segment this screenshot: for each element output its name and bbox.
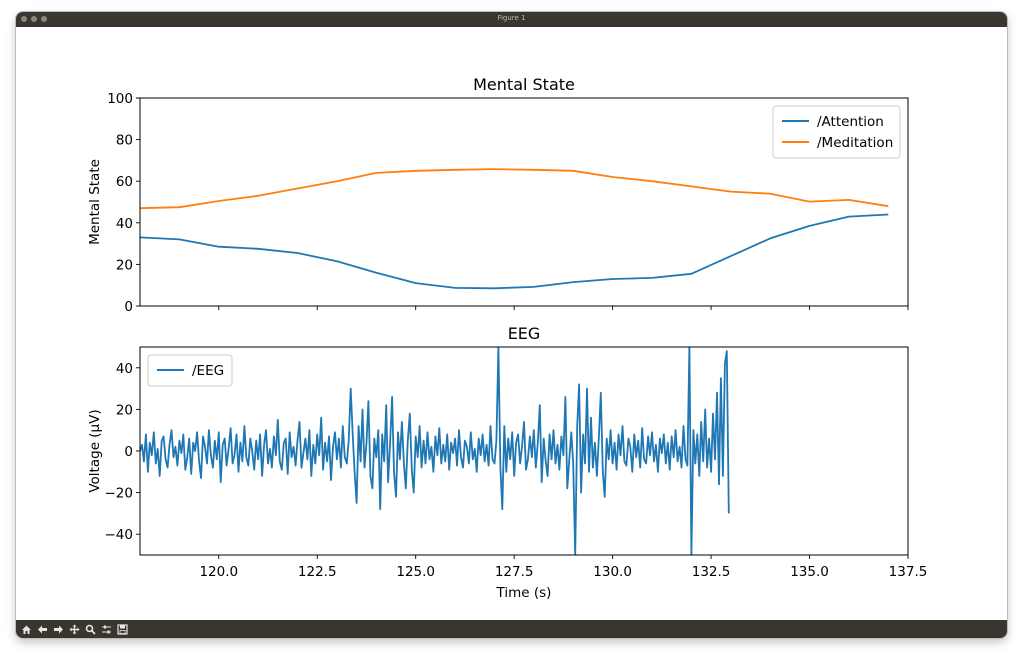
legend-label: /EEG bbox=[192, 363, 224, 379]
x-tick-label: 135.0 bbox=[790, 564, 829, 580]
x-tick-label: 120.0 bbox=[199, 564, 238, 580]
pan-icon[interactable] bbox=[68, 623, 81, 636]
configure-subplots-icon[interactable] bbox=[100, 623, 113, 636]
axes-frame bbox=[139, 97, 909, 307]
y-tick-label: −40 bbox=[105, 527, 134, 543]
chart-title: EEG bbox=[508, 324, 541, 343]
x-tick-label: 127.5 bbox=[495, 564, 534, 580]
window-title: Figure 1 bbox=[497, 14, 526, 22]
x-axis-label: Time (s) bbox=[496, 585, 552, 601]
x-tick-label: 130.0 bbox=[593, 564, 632, 580]
y-tick-label: 0 bbox=[124, 444, 133, 460]
back-arrow-icon[interactable] bbox=[36, 623, 49, 636]
y-tick-label: 20 bbox=[116, 402, 133, 418]
series-line-attention bbox=[140, 213, 889, 290]
home-icon[interactable] bbox=[20, 623, 33, 636]
close-window-button[interactable] bbox=[21, 16, 27, 22]
title-bar: Figure 1 bbox=[16, 12, 1007, 27]
legend-box bbox=[772, 105, 901, 159]
legend-label: /Attention bbox=[817, 114, 884, 130]
axes-frame bbox=[139, 346, 909, 556]
chart-title: Mental State bbox=[473, 75, 575, 94]
y-tick-label: 20 bbox=[116, 257, 133, 273]
y-tick-label: 60 bbox=[116, 174, 133, 190]
figure-svg: Mental State 0 20 40 60 80 100 Mental State/Att… bbox=[87, 75, 927, 601]
axes-mental-state: Mental State 0 20 40 60 80 100 Mental State/Att… bbox=[87, 75, 909, 315]
x-tick-label: 132.5 bbox=[692, 564, 731, 580]
legend-label: /Meditation bbox=[817, 135, 893, 151]
y-axis-label: Voltage (µV) bbox=[87, 409, 103, 492]
y-axis-label: Mental State bbox=[87, 159, 103, 245]
legend-box bbox=[147, 354, 233, 387]
x-tick-label: 122.5 bbox=[298, 564, 337, 580]
x-tick-label: 125.0 bbox=[396, 564, 435, 580]
y-tick-label: 40 bbox=[116, 361, 133, 377]
axes-eeg: EEG −40 −20 0 20 40 120.0 122.5 125.0 127.5 130.0 1… bbox=[87, 324, 927, 601]
legend: /EEG bbox=[147, 354, 233, 387]
x-tick-label: 137.5 bbox=[889, 564, 928, 580]
series-line-eeg bbox=[140, 347, 730, 555]
y-tick-label: 0 bbox=[124, 299, 133, 315]
navigation-toolbar bbox=[16, 620, 1007, 638]
y-tick-label: 80 bbox=[116, 133, 133, 149]
save-icon[interactable] bbox=[116, 623, 129, 636]
minimize-window-button[interactable] bbox=[31, 16, 37, 22]
maximize-window-button[interactable] bbox=[41, 16, 47, 22]
zoom-icon[interactable] bbox=[84, 623, 97, 636]
forward-arrow-icon[interactable] bbox=[52, 623, 65, 636]
series-line-meditation bbox=[140, 168, 889, 210]
figure-window: Figure 1 Mental State 0 20 40 60 80 100 Mental … bbox=[16, 12, 1007, 638]
y-tick-label: −20 bbox=[105, 486, 134, 502]
legend: /Attention/Meditation bbox=[772, 105, 901, 159]
y-tick-label: 100 bbox=[107, 91, 133, 107]
window-controls bbox=[21, 16, 47, 22]
plot-canvas: Mental State 0 20 40 60 80 100 Mental State/Att… bbox=[16, 27, 1007, 620]
y-tick-label: 40 bbox=[116, 216, 133, 232]
